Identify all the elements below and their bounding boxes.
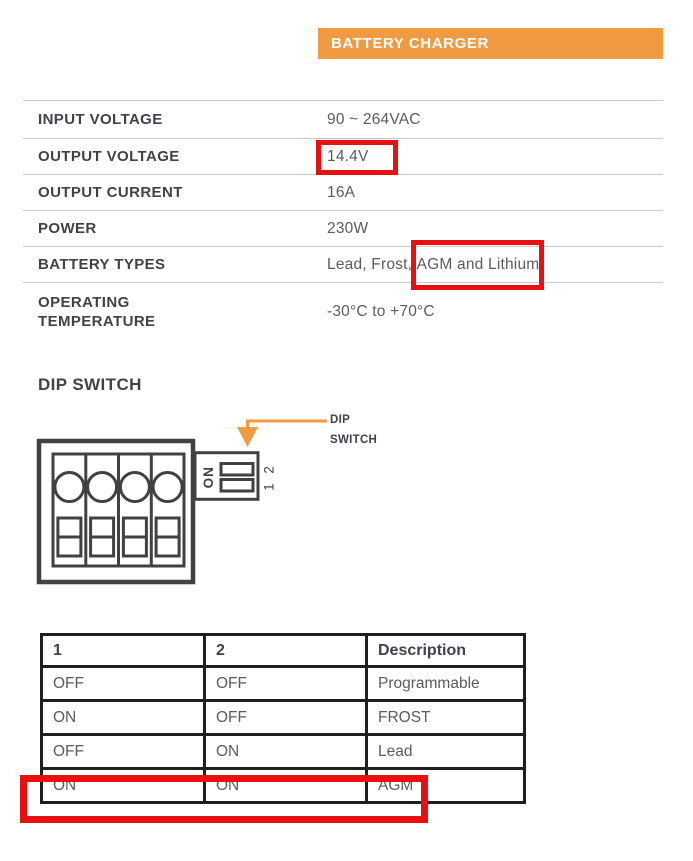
cell-description: AGM <box>365 767 526 804</box>
col-header-2: 2 <box>203 633 368 668</box>
spec-table: INPUT VOLTAGE 90 ~ 264VAC OUTPUT VOLTAGE… <box>23 100 663 341</box>
terminal-circle <box>86 471 119 503</box>
spec-label: OUTPUT VOLTAGE <box>38 148 180 165</box>
col-header-description: Description <box>365 633 526 668</box>
spec-label: OPERATING TEMPERATURE <box>38 294 156 330</box>
spec-row-output-voltage: OUTPUT VOLTAGE 14.4V <box>23 139 663 175</box>
callout-arrow-icon <box>237 419 327 447</box>
dip-switch-table: 1 2 Description OFF OFF Programmable ON … <box>40 633 526 804</box>
dip-switch-lever <box>219 478 255 493</box>
spec-label: BATTERY TYPES <box>38 256 166 273</box>
table-row: OFF OFF Programmable <box>40 665 526 702</box>
terminal-slot <box>89 516 116 558</box>
table-row-highlighted: ON ON AGM <box>40 767 526 804</box>
cell-switch1: OFF <box>40 733 206 770</box>
cell-switch1: ON <box>40 767 206 804</box>
cell-switch2: OFF <box>203 699 368 736</box>
table-row: OFF ON Lead <box>40 733 526 770</box>
spec-value: 14.4V <box>316 139 663 175</box>
cell-switch1: ON <box>40 699 206 736</box>
cell-description: Programmable <box>365 665 526 702</box>
highlight-box-output-voltage: 14.4V <box>316 139 398 175</box>
spec-value: -30°C to +70°C <box>327 303 435 320</box>
callout-line: SWITCH <box>330 433 378 446</box>
table-row: ON OFF FROST <box>40 699 526 736</box>
spec-label: INPUT VOLTAGE <box>38 111 163 128</box>
spec-label: POWER <box>38 220 97 237</box>
dip-on-label: ON <box>201 466 216 488</box>
cell-switch1: OFF <box>40 665 206 702</box>
spec-value: 90 ~ 264VAC <box>327 110 421 128</box>
terminal-circle <box>151 471 184 503</box>
spec-row-input-voltage: INPUT VOLTAGE 90 ~ 264VAC <box>23 101 663 139</box>
spec-row-operating-temperature: OPERATING TEMPERATURE -30°C to +70°C <box>23 283 663 341</box>
terminal-slot <box>56 516 83 558</box>
dip-switch-callout: DIP SWITCH <box>330 411 377 450</box>
col-header-1: 1 <box>40 633 206 668</box>
callout-line: DIP <box>330 414 351 426</box>
spec-value: 16A <box>327 183 356 201</box>
dip-switch-lever <box>219 462 255 477</box>
cell-description: FROST <box>365 699 526 736</box>
spec-value-prefix: Lead, Frost, <box>327 255 417 273</box>
connector-outer-frame <box>36 438 196 585</box>
cell-switch2: ON <box>203 733 368 770</box>
terminal-circle <box>118 471 151 503</box>
dip-switch-diagram: ON 1 2 <box>36 419 327 585</box>
cell-description: Lead <box>365 733 526 770</box>
spec-row-power: POWER 230W <box>23 211 663 247</box>
cell-switch2: OFF <box>203 665 368 702</box>
spec-row-output-current: OUTPUT CURRENT 16A <box>23 175 663 211</box>
spec-row-battery-types: BATTERY TYPES Lead, Frost, AGM and Lithi… <box>23 239 663 290</box>
terminal-circle <box>53 471 86 503</box>
terminal-slot <box>121 516 148 558</box>
spec-label: OUTPUT CURRENT <box>38 184 183 201</box>
table-header-row: 1 2 Description <box>40 633 526 668</box>
dip-switch-heading: DIP SWITCH <box>38 375 142 394</box>
battery-charger-title: BATTERY CHARGER <box>318 28 663 59</box>
spec-value: 230W <box>327 219 369 237</box>
spec-value: Lead, Frost, AGM and Lithium <box>327 239 663 290</box>
terminal-slot <box>154 516 181 558</box>
cell-switch2: ON <box>203 767 368 804</box>
highlight-box-battery-types: AGM and Lithium <box>410 239 545 290</box>
dip-pin-numbers: 1 2 <box>262 463 277 491</box>
